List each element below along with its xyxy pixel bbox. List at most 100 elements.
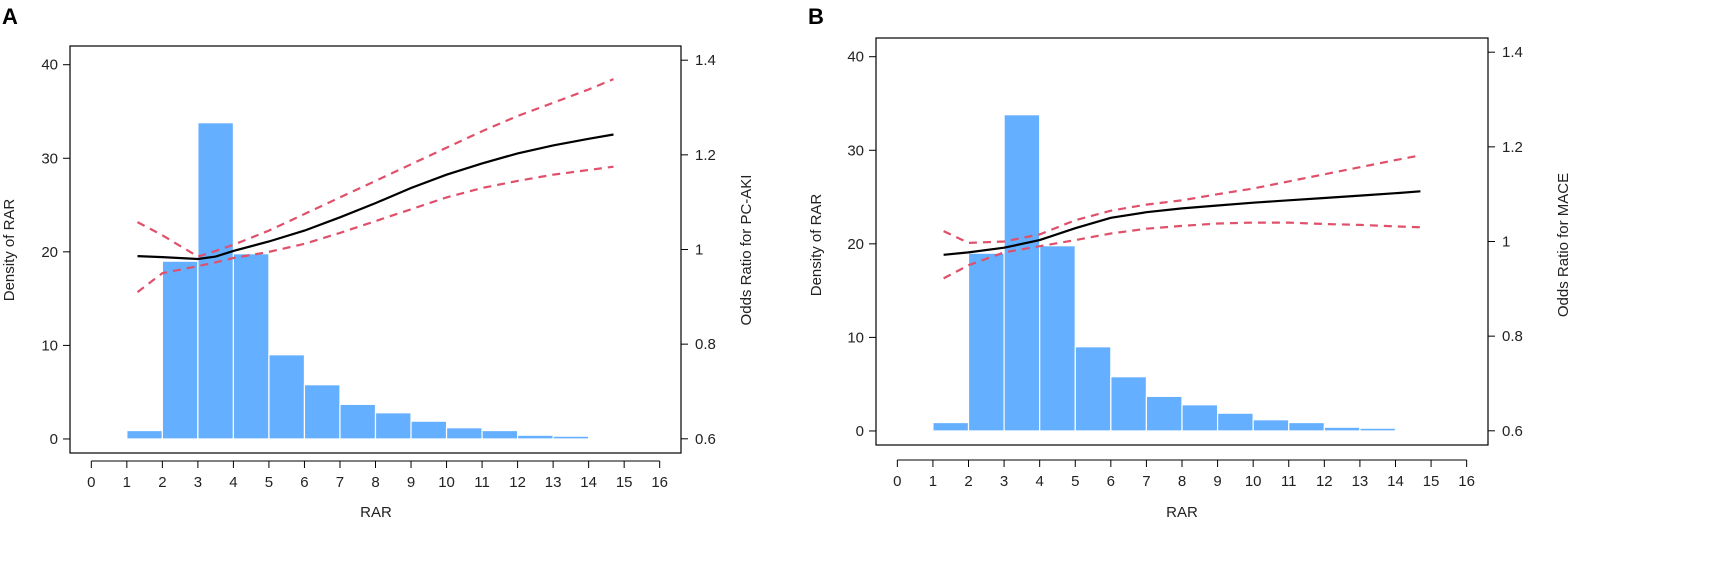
panel-b-x-tick-label-1: 1 [929, 473, 937, 490]
panel-b-x-tick-label-4: 4 [1036, 473, 1044, 490]
panel-a-histogram [126, 122, 625, 440]
panel-b-y2-tick-label-0.6: 0.6 [1502, 423, 1523, 440]
panel-a-x-tick-label-7: 7 [336, 474, 344, 491]
panel-a-x-tick-label-1: 1 [123, 474, 131, 491]
panel-b-x-tick-label-0: 0 [893, 473, 901, 490]
panel-b-x-tick-label-11: 11 [1281, 473, 1297, 490]
panel-b-y-tick-label-30: 30 [847, 142, 864, 159]
panel-a-histogram-bar-9 [410, 420, 448, 440]
panel-a-histogram-bar-10 [445, 427, 483, 440]
panel-b-histogram-bar-6 [1110, 376, 1148, 432]
panel-a-histogram-bar-14 [588, 437, 625, 440]
panel-a-y2-tick-label-1.4: 1.4 [695, 52, 716, 69]
panel-a-x-axis-title: RAR [360, 504, 392, 521]
panel-b-histogram-bar-8 [1181, 404, 1219, 432]
panel-a-x-tick-label-10: 10 [438, 474, 455, 491]
panel-b-histogram-bar-1 [932, 421, 970, 432]
panel-a-ci-upper-line [136, 78, 614, 258]
panel-b-odds-ratio-curves [943, 154, 1421, 280]
panel-a-histogram-bar-8 [374, 412, 412, 440]
panel-b-ci-upper-line [943, 154, 1421, 245]
panel-b-x-tick-label-16: 16 [1458, 473, 1475, 490]
panel-b-y2-axis-title: Odds Ratio for MACE [1555, 173, 1572, 317]
panel-a-x-tick-label-12: 12 [509, 474, 526, 491]
panel-b-y-tick-label-0: 0 [856, 423, 864, 440]
panel-b-histogram-bar-9 [1216, 412, 1254, 432]
panel-b-histogram-bar-2 [967, 252, 1005, 432]
panel-a-y2-tick-label-1: 1 [695, 242, 703, 259]
panel-b-y2-tick-label-1.4: 1.4 [1502, 44, 1523, 61]
panel-a-histogram-bar-5 [268, 354, 306, 440]
panel-a-x-tick-label-15: 15 [616, 474, 633, 491]
panel-b-histogram-bar-11 [1288, 421, 1325, 432]
panel-b-y-tick-label-20: 20 [847, 236, 864, 253]
panel-a-y2-tick-label-1.2: 1.2 [695, 147, 716, 164]
panel-b-x-axis-title: RAR [1166, 504, 1198, 521]
panel-a-x-tick-label-8: 8 [371, 474, 379, 491]
panel-a-x-tick-label-11: 11 [474, 474, 490, 491]
panel-a-histogram-bar-1 [126, 429, 163, 440]
panel-a-y-axis-title: Density of RAR [1, 199, 18, 302]
panel-a-x-tick-label-4: 4 [229, 474, 237, 491]
panel-a-plot-frame [69, 45, 682, 454]
panel-b-histogram-bar-3 [1003, 114, 1041, 432]
panel-b-x-tick-label-5: 5 [1071, 473, 1079, 490]
panel-b-x-tick-label-12: 12 [1316, 473, 1333, 490]
panel-a-histogram-bar-7 [339, 403, 377, 440]
panel-b-x-tick-label-13: 13 [1352, 473, 1369, 490]
panel-a-y2-axis-title: Odds Ratio for PC-AKI [738, 175, 755, 326]
panel-b-x-tick-label-2: 2 [964, 473, 972, 490]
panel-a-y2-tick-label-0.6: 0.6 [695, 431, 716, 448]
panel-a-odds-ratio-curves [136, 78, 614, 293]
panel-b-histogram-bar-5 [1074, 346, 1112, 432]
panel-a-x-tick-label-6: 6 [300, 474, 308, 491]
panel-b-x-tick-label-6: 6 [1107, 473, 1115, 490]
panel-a-x-tick-label-9: 9 [407, 474, 415, 491]
panel-a-x-tick-label-14: 14 [580, 474, 597, 491]
panel-a-x-tick-label-3: 3 [194, 474, 202, 491]
panel-a-x-tick-label-0: 0 [87, 474, 95, 491]
panel-a-histogram-bar-13 [552, 435, 590, 440]
panel-b-x-tick-label-10: 10 [1245, 473, 1262, 490]
panel-b-histogram-bar-13 [1359, 427, 1397, 432]
panel-b-ci-lower-line [943, 221, 1421, 280]
panel-b-letter: B [808, 4, 824, 29]
panel-a-x-tick-label-13: 13 [545, 474, 562, 491]
panel-a-letter: A [2, 4, 18, 29]
panel-a-histogram-bar-3 [197, 122, 235, 440]
panel-b-histogram-bar-4 [1039, 245, 1076, 432]
panel-b-x-tick-label-3: 3 [1000, 473, 1008, 490]
panel-a-y-tick-label-30: 30 [41, 150, 58, 167]
panel-b-histogram-bar-7 [1145, 395, 1183, 432]
panel-b-y2-tick-label-1: 1 [1502, 234, 1510, 251]
panel-b-x-tick-label-9: 9 [1213, 473, 1221, 490]
panel-a-ci-lower-line [136, 165, 614, 293]
panel-b-y-axis-title: Density of RAR [808, 194, 825, 297]
panel-b-plot-frame [875, 37, 1489, 446]
panel-a-y-tick-label-20: 20 [41, 244, 58, 261]
panel-a-histogram-bar-2 [161, 260, 199, 440]
panel-a-x-tick-label-2: 2 [158, 474, 166, 491]
panel-a-y2-tick-label-0.8: 0.8 [695, 336, 716, 353]
panel-b-y2-tick-label-1.2: 1.2 [1502, 139, 1523, 156]
panel-a-histogram-bar-11 [481, 429, 519, 440]
panel-b-x-tick-label-14: 14 [1387, 473, 1404, 490]
panel-b-y-tick-label-10: 10 [847, 329, 864, 346]
panel-b-odds-ratio-line [943, 190, 1421, 256]
panel-b-y-tick-label-40: 40 [847, 49, 864, 66]
panel-a-x-tick-label-5: 5 [265, 474, 273, 491]
panel-b-histogram-bar-12 [1323, 426, 1361, 432]
panel-a-histogram-bar-12 [516, 434, 554, 440]
panel-b-y2-tick-label-0.8: 0.8 [1502, 328, 1523, 345]
panel-b-histogram-bar-10 [1252, 419, 1290, 432]
panel-a-x-tick-label-16: 16 [651, 474, 668, 491]
panel-a-y-tick-label-10: 10 [41, 337, 58, 354]
panel-b-histogram [932, 114, 1432, 432]
panel-a-y-tick-label-40: 40 [41, 57, 58, 74]
panel-b-x-tick-label-8: 8 [1178, 473, 1186, 490]
